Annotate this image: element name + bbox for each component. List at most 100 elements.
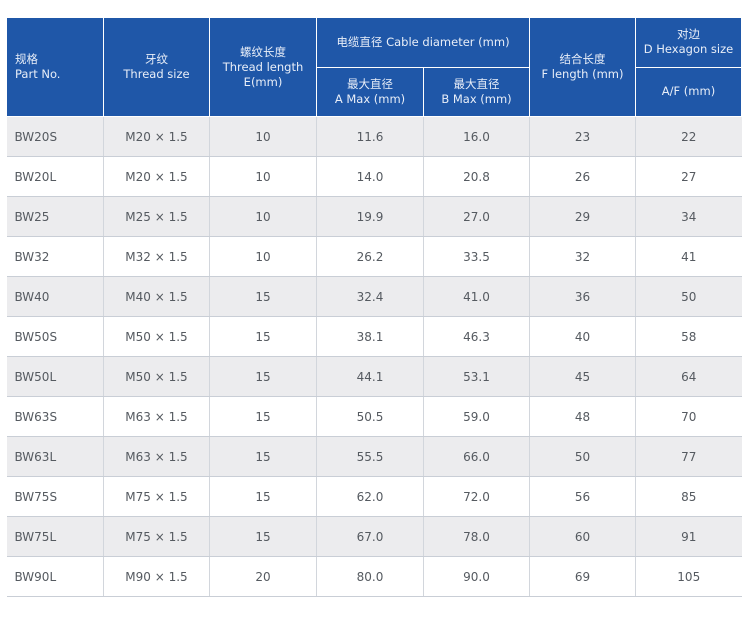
cell-f-length: 23 [529,116,636,157]
cell-b-max: 16.0 [423,116,530,157]
cell-b-max: 90.0 [423,556,530,597]
cell-f-length: 32 [529,236,636,277]
cell-hexagon: 41 [635,236,742,277]
cell-a-max: 14.0 [316,156,424,197]
cell-thread-size: M50 × 1.5 [103,356,210,397]
cell-f-length: 56 [529,476,636,517]
table-row: BW25 M25 × 1.5 10 19.9 27.0 29 34 [6,196,742,237]
cell-part-no: BW50L [6,356,104,397]
table-row: BW32 M32 × 1.5 10 26.2 33.5 32 41 [6,236,742,277]
header-cable-diameter-label: 电缆直径 Cable diameter (mm) [336,34,510,49]
cell-thread-length: 20 [209,556,317,597]
header-af: A/F (mm) [635,66,742,117]
cell-a-max: 19.9 [316,196,424,237]
header-thread-size: 牙纹 Thread size [103,17,210,117]
cell-hexagon: 22 [635,116,742,157]
table-row: BW20L M20 × 1.5 10 14.0 20.8 26 27 [6,156,742,197]
cell-thread-length: 10 [209,196,317,237]
table-row: BW40 M40 × 1.5 15 32.4 41.0 36 50 [6,276,742,317]
header-thread-length-en: Thread length [222,59,304,74]
cell-thread-size: M25 × 1.5 [103,196,210,237]
cell-part-no: BW20L [6,156,104,197]
cell-part-no: BW75L [6,516,104,557]
cell-thread-size: M90 × 1.5 [103,556,210,597]
cell-hexagon: 64 [635,356,742,397]
header-af-en: A/F (mm) [661,84,716,99]
cell-b-max: 78.0 [423,516,530,557]
cell-hexagon: 34 [635,196,742,237]
cell-f-length: 48 [529,396,636,437]
cell-part-no: BW20S [6,116,104,157]
cell-part-no: BW63L [6,436,104,477]
table-row: BW63S M63 × 1.5 15 50.5 59.0 48 70 [6,396,742,437]
header-part-no-en: Part No. [15,67,61,81]
header-a-max-cn: 最大直径 [347,76,393,91]
cell-hexagon: 70 [635,396,742,437]
cell-thread-size: M40 × 1.5 [103,276,210,317]
cell-part-no: BW32 [6,236,104,277]
cell-thread-length: 15 [209,436,317,477]
table-body: BW20S M20 × 1.5 10 11.6 16.0 23 22 BW20L M20 × 1… [6,116,742,597]
cell-f-length: 40 [529,316,636,357]
cell-a-max: 38.1 [316,316,424,357]
cell-b-max: 53.1 [423,356,530,397]
cell-hexagon: 27 [635,156,742,197]
header-a-max: 最大直径 A Max (mm) [316,66,424,117]
cell-part-no: BW63S [6,396,104,437]
table-row: BW50S M50 × 1.5 15 38.1 46.3 40 58 [6,316,742,357]
cell-b-max: 27.0 [423,196,530,237]
cell-a-max: 55.5 [316,436,424,477]
header-b-max: 最大直径 B Max (mm) [423,66,530,117]
header-f-length-en: F length (mm) [541,67,624,81]
table-row: BW50L M50 × 1.5 15 44.1 53.1 45 64 [6,356,742,397]
header-part-no-cn: 规格 [15,52,38,66]
cell-a-max: 11.6 [316,116,424,157]
cell-hexagon: 77 [635,436,742,477]
cell-thread-length: 15 [209,356,317,397]
cell-b-max: 66.0 [423,436,530,477]
header-thread-size-cn: 牙纹 [145,52,168,66]
cell-a-max: 80.0 [316,556,424,597]
cell-a-max: 62.0 [316,476,424,517]
cell-part-no: BW25 [6,196,104,237]
header-thread-length: 螺纹长度 Thread length E(mm) [209,17,317,117]
table-row: BW63L M63 × 1.5 15 55.5 66.0 50 77 [6,436,742,477]
cell-f-length: 26 [529,156,636,197]
cell-hexagon: 50 [635,276,742,317]
cell-a-max: 67.0 [316,516,424,557]
header-b-max-cn: 最大直径 [453,76,500,91]
cell-thread-length: 15 [209,276,317,317]
cell-hexagon: 85 [635,476,742,517]
header-f-length-cn: 结合长度 [559,52,606,66]
cell-a-max: 50.5 [316,396,424,437]
header-f-length: 结合长度 F length (mm) [529,17,636,117]
cell-b-max: 20.8 [423,156,530,197]
cell-f-length: 60 [529,516,636,557]
cell-f-length: 69 [529,556,636,597]
header-part-no: 规格 Part No. [6,17,104,117]
header-hexagon: 对边 D Hexagon size [635,17,742,68]
cell-hexagon: 58 [635,316,742,357]
cell-f-length: 29 [529,196,636,237]
cell-thread-size: M20 × 1.5 [103,156,210,197]
cell-a-max: 32.4 [316,276,424,317]
cell-thread-size: M32 × 1.5 [103,236,210,277]
cell-b-max: 72.0 [423,476,530,517]
cell-thread-length: 10 [209,116,317,157]
cell-thread-length: 10 [209,236,317,277]
cell-thread-length: 10 [209,156,317,197]
cell-b-max: 59.0 [423,396,530,437]
table-row: BW75S M75 × 1.5 15 62.0 72.0 56 85 [6,476,742,517]
cell-thread-length: 15 [209,396,317,437]
header-cable-diameter: 电缆直径 Cable diameter (mm) [316,17,530,68]
cell-b-max: 41.0 [423,276,530,317]
cell-thread-size: M50 × 1.5 [103,316,210,357]
cell-hexagon: 105 [635,556,742,597]
cell-thread-size: M63 × 1.5 [103,396,210,437]
cell-part-no: BW50S [6,316,104,357]
cell-a-max: 26.2 [316,236,424,277]
cell-thread-size: M63 × 1.5 [103,436,210,477]
cell-part-no: BW75S [6,476,104,517]
header-thread-size-en: Thread size [123,67,190,81]
cell-part-no: BW40 [6,276,104,317]
